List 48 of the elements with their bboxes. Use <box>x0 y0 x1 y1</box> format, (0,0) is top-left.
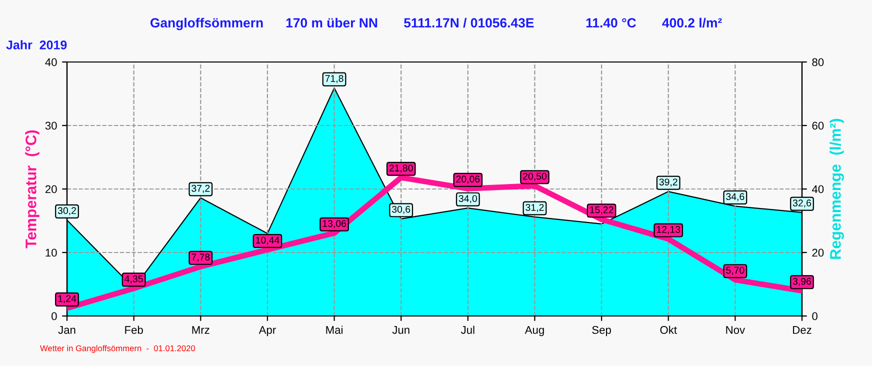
data-label: 7,78 <box>192 254 210 262</box>
text: Wetter in Gangloffsömmern - 01.01.2020 <box>40 345 196 353</box>
x-tick-label: Feb <box>125 326 143 334</box>
x-tick-label: Nov <box>726 326 746 334</box>
data-label: 10,44 <box>256 236 280 245</box>
x-tick-label: Okt <box>660 326 677 334</box>
x-tick-label: Mai <box>326 326 342 334</box>
y-tick-label: 0 <box>52 312 57 320</box>
data-label: 13,06 <box>322 220 346 228</box>
data-label: 30,2 <box>58 207 76 216</box>
y2-axis-title: Regenmenge (l/m²) <box>830 118 844 259</box>
y2-tick-label: 40 <box>812 185 824 194</box>
data-label: 20,06 <box>456 176 480 184</box>
data-label: 39,2 <box>659 178 678 187</box>
data-label: 30,6 <box>392 206 410 214</box>
x-tick-label: Jun <box>392 326 410 334</box>
data-label: 34,0 <box>458 195 477 204</box>
y-tick-label: 30 <box>45 122 57 130</box>
y-tick-label: 40 <box>45 58 57 66</box>
data-label: 34,6 <box>726 193 744 202</box>
y2-tick-label: 80 <box>812 58 824 66</box>
x-tick-label: Apr <box>258 326 276 336</box>
x-tick-label: Jul <box>460 326 474 334</box>
data-label: 31,2 <box>526 204 544 212</box>
data-label: 5,70 <box>726 266 744 275</box>
y2-tick-label: 20 <box>812 248 824 257</box>
data-label: 1,24 <box>58 295 76 304</box>
data-label: 15,22 <box>590 206 614 214</box>
y-tick-label: 10 <box>46 248 57 257</box>
y-tick-label: 20 <box>45 185 57 194</box>
x-tick-label: Jan <box>58 326 76 334</box>
y-axis-title: Temperatur (°C) <box>25 130 40 248</box>
y2-tick-label: 60 <box>812 122 824 130</box>
data-label: 3,96 <box>792 278 812 286</box>
chart-title: Gangloffsömmern 170 m über NN 5111.17N / 01056.43E 11.40 °C 400.2 l/m² <box>150 18 722 30</box>
chart-subtitle: Jahr 2019 <box>6 40 67 50</box>
data-label: 21,80 <box>389 164 413 173</box>
data-label: 4,35 <box>124 275 143 284</box>
x-tick-label: Mrz <box>192 326 210 334</box>
y2-tick-label: 0 <box>812 312 818 320</box>
x-tick-label: Sep <box>592 326 611 336</box>
data-label: 32,6 <box>792 200 812 208</box>
x-tick-label: Aug <box>524 326 544 336</box>
x-tick-label: Dez <box>793 326 812 334</box>
data-label: 20,50 <box>523 172 547 181</box>
data-label: 37,2 <box>192 184 210 193</box>
data-label: 12,13 <box>656 226 680 234</box>
data-label: 71,8 <box>325 75 344 84</box>
